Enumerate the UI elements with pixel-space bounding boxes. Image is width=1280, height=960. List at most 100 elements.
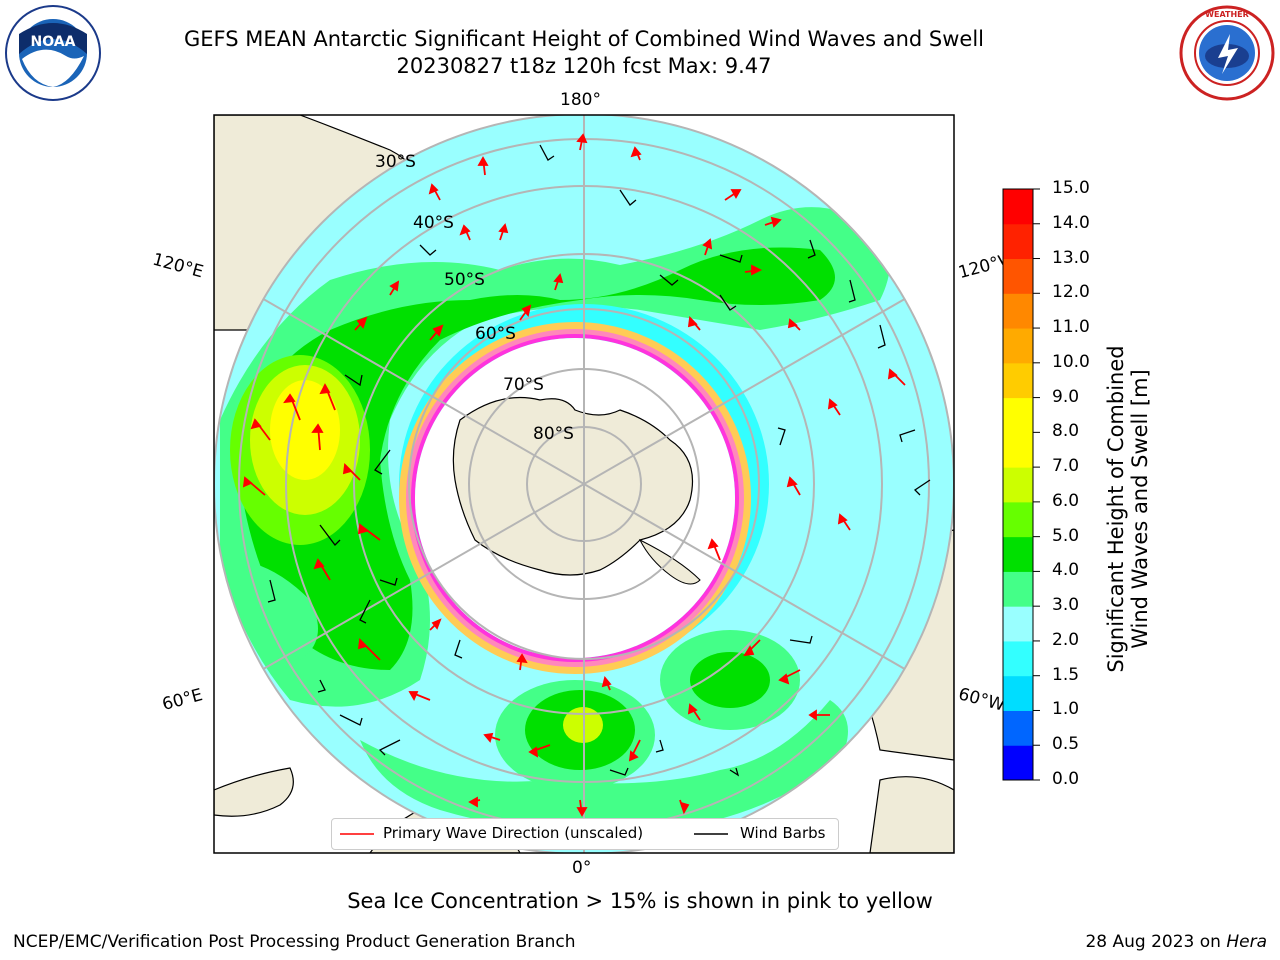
noaa-logo: NOAA	[5, 5, 101, 101]
wave-arrow	[519, 304, 532, 321]
wind-barb	[374, 449, 391, 475]
wind-barb	[913, 479, 931, 496]
wave-arrow	[408, 691, 431, 702]
footer-host: Hera	[1226, 932, 1267, 952]
colorbar-tick-label: 8.0	[1052, 421, 1080, 442]
wind-barb	[419, 244, 437, 256]
lower-right-land	[869, 776, 954, 853]
wave-arrow	[827, 398, 841, 416]
wind-barb	[359, 599, 371, 624]
wave-arrow	[242, 476, 266, 496]
wave-arrow	[250, 418, 271, 441]
wind-barb	[454, 639, 463, 659]
wave-arrow	[687, 703, 701, 721]
wave-arrow	[628, 739, 641, 762]
wind-barb	[378, 739, 401, 756]
wave-arrow	[553, 273, 564, 291]
wave-arrow	[283, 393, 301, 421]
colorbar-block	[1003, 675, 1033, 711]
wave-arrow	[887, 368, 906, 386]
wave-direction-arrows	[242, 133, 906, 817]
colorbar-tick-label: 14.0	[1052, 212, 1090, 233]
footer-right: 28 Aug 2023 on Hera	[1085, 932, 1267, 952]
wave-arrow	[319, 383, 336, 411]
lat-label-70s: 70°S	[503, 375, 544, 395]
wave-arrow	[778, 669, 801, 685]
wind-barb	[339, 714, 363, 726]
colorbar-block	[1003, 328, 1033, 364]
wind-barb	[807, 239, 816, 259]
wind-barb	[777, 427, 786, 446]
colorbar-block	[1003, 467, 1033, 503]
wind-barbs-legend-label: Wind Barbs	[740, 824, 826, 842]
colorbar-tick-label: 9.0	[1052, 386, 1080, 407]
colorbar-block	[1003, 571, 1033, 607]
wind-barb	[267, 579, 276, 603]
colorbar-tick-label: 12.0	[1052, 282, 1090, 303]
wave-arrow	[630, 146, 642, 161]
colorbar-block	[1003, 710, 1033, 746]
map-subtitle: 20230827 t18z 120h fcst Max: 9.47	[396, 54, 772, 78]
wave-arrow	[357, 638, 381, 661]
wave-arrow	[576, 133, 588, 151]
wave-arrow	[764, 216, 782, 228]
wave-arrow	[786, 476, 801, 496]
wind-barb	[344, 374, 363, 387]
wave-arrow	[516, 653, 528, 671]
wind-barb	[729, 767, 740, 777]
colorbar-tick-label: 1.5	[1052, 664, 1080, 685]
wave-arrow	[357, 523, 381, 541]
wave-arrow	[428, 183, 441, 201]
africa-land	[214, 767, 294, 817]
wave-arrow	[687, 316, 701, 331]
wave-arrow	[483, 732, 501, 743]
meridian-60e-120w	[219, 273, 949, 695]
svg-text:WEATHER: WEATHER	[1205, 10, 1249, 19]
wind-barbs-legend-line	[694, 833, 728, 835]
colorbar-label: Significant Height of Combined Wind Wave…	[1104, 345, 1152, 673]
colorbar-block	[1003, 258, 1033, 294]
lat-label-50s: 50°S	[444, 270, 485, 290]
colorbar-tick-label: 13.0	[1052, 247, 1090, 268]
colorbar-tick-label: 2.0	[1052, 629, 1080, 650]
svg-text:NOAA: NOAA	[31, 34, 76, 50]
wind-barb	[619, 189, 637, 206]
colorbar-tick-label: 10.0	[1052, 351, 1090, 372]
wind-barb	[655, 739, 664, 753]
colorbar-tick-label: 3.0	[1052, 595, 1080, 616]
wave-arrow	[576, 799, 588, 817]
lon-label-top: 180°	[560, 90, 601, 110]
colorbar-block	[1003, 501, 1033, 538]
colorbar-block	[1003, 189, 1033, 225]
wind-barb	[719, 294, 737, 311]
colorbar-tick-label: 6.0	[1052, 490, 1080, 511]
colorbar-block	[1003, 223, 1033, 260]
wave-arrow	[707, 538, 721, 561]
colorbar-block	[1003, 362, 1033, 399]
wind-barb	[319, 524, 341, 546]
wind-barb	[539, 144, 555, 161]
colorbar-tick-label: 0.0	[1052, 769, 1080, 789]
footer-date: 28 Aug 2023 on	[1085, 932, 1227, 952]
colorbar-block	[1003, 293, 1033, 329]
wind-barb	[609, 767, 629, 776]
wave-arrow	[429, 324, 444, 341]
lon-label-bottom: 0°	[572, 858, 592, 878]
colorbar-tick-label: 11.0	[1052, 317, 1090, 338]
wave-arrow	[389, 280, 400, 296]
nws-logo: WEATHER	[1179, 5, 1275, 101]
wind-barb	[317, 679, 326, 693]
wave-arrow	[459, 224, 471, 241]
colorbar-tick-label: 4.0	[1052, 560, 1080, 581]
colorbar-block	[1003, 536, 1033, 572]
wave-arrow	[743, 639, 761, 657]
map-legend: Primary Wave Direction (unscaled) Wind B…	[331, 818, 839, 850]
wave-arrow	[498, 223, 509, 241]
wave-direction-legend-line	[340, 833, 374, 835]
colorbar-tick-label: 5.0	[1052, 525, 1080, 546]
wind-barb	[848, 279, 856, 303]
wind-barb	[659, 274, 679, 286]
lat-label-40s: 40°S	[413, 213, 454, 233]
